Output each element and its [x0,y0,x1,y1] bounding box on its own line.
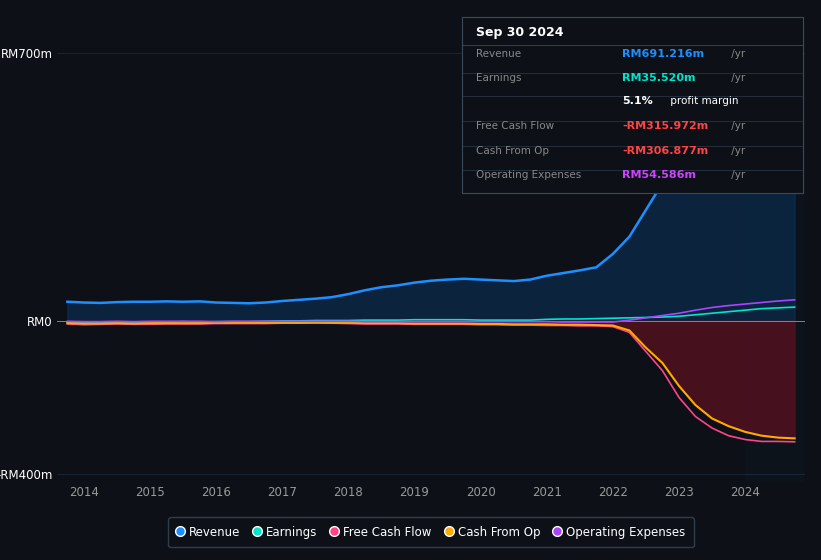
Text: -RM315.972m: -RM315.972m [622,121,709,131]
Text: /yr: /yr [728,73,745,83]
Text: Free Cash Flow: Free Cash Flow [476,121,554,131]
Text: /yr: /yr [728,146,745,156]
Text: -RM306.877m: -RM306.877m [622,146,709,156]
Text: Operating Expenses: Operating Expenses [476,170,581,180]
Text: Cash From Op: Cash From Op [476,146,549,156]
Text: Earnings: Earnings [476,73,521,83]
Text: Revenue: Revenue [476,49,521,59]
Text: Sep 30 2024: Sep 30 2024 [476,26,563,39]
Text: 5.1%: 5.1% [622,96,654,106]
Text: profit margin: profit margin [667,96,738,106]
Text: /yr: /yr [728,121,745,131]
Bar [745,22,805,482]
Legend: Revenue, Earnings, Free Cash Flow, Cash From Op, Operating Expenses: Revenue, Earnings, Free Cash Flow, Cash … [168,517,694,547]
Text: /yr: /yr [728,49,745,59]
Text: /yr: /yr [728,170,745,180]
Text: RM54.586m: RM54.586m [622,170,696,180]
Text: RM691.216m: RM691.216m [622,49,704,59]
Text: RM35.520m: RM35.520m [622,73,696,83]
